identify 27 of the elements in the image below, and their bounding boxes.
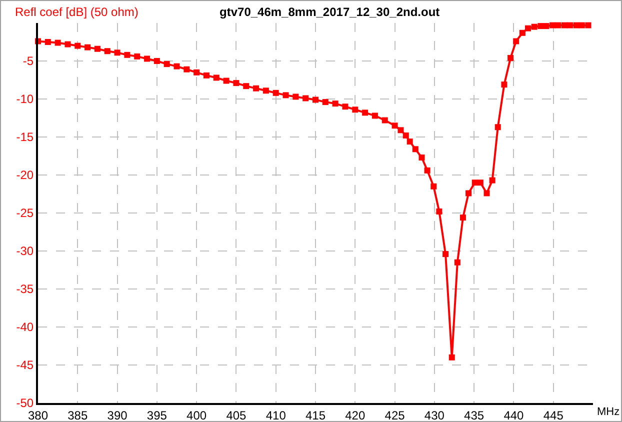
x-tick-label: 435 <box>464 408 484 422</box>
x-tick-label: 405 <box>226 408 247 422</box>
y-tick-label: -30 <box>16 244 34 258</box>
y-tick-label: -45 <box>16 358 34 372</box>
x-tick-label: 425 <box>384 408 406 422</box>
x-tick-label: 415 <box>305 408 326 422</box>
x-tick-label: 395 <box>146 408 168 422</box>
y-tick-label: -40 <box>16 320 34 334</box>
y-tick-label: -5 <box>22 54 34 68</box>
x-tick-label: 410 <box>266 408 286 422</box>
y-tick-label: -35 <box>16 282 34 296</box>
x-tick-label: 390 <box>107 408 128 422</box>
x-tick-label: 430 <box>424 408 445 422</box>
x-axis-title: MHz <box>597 406 620 418</box>
y-axis-title: Refl coef [dB] (50 ohm) <box>15 5 138 19</box>
x-tick-label: 400 <box>186 408 207 422</box>
x-tick-label: 385 <box>68 408 88 422</box>
y-tick-label: -20 <box>16 168 34 182</box>
y-tick-label: -15 <box>16 130 34 144</box>
x-tick-label: 420 <box>345 408 366 422</box>
chart-title: gtv70_46m_8mm_2017_12_30_2nd.out <box>220 5 440 20</box>
x-tick-label: 445 <box>543 408 564 422</box>
x-tick-label: 440 <box>504 408 524 422</box>
y-tick-label: -50 <box>16 396 34 410</box>
y-tick-label: -25 <box>16 206 34 220</box>
y-tick-label: -10 <box>16 92 34 106</box>
x-tick-label: 380 <box>28 408 48 422</box>
